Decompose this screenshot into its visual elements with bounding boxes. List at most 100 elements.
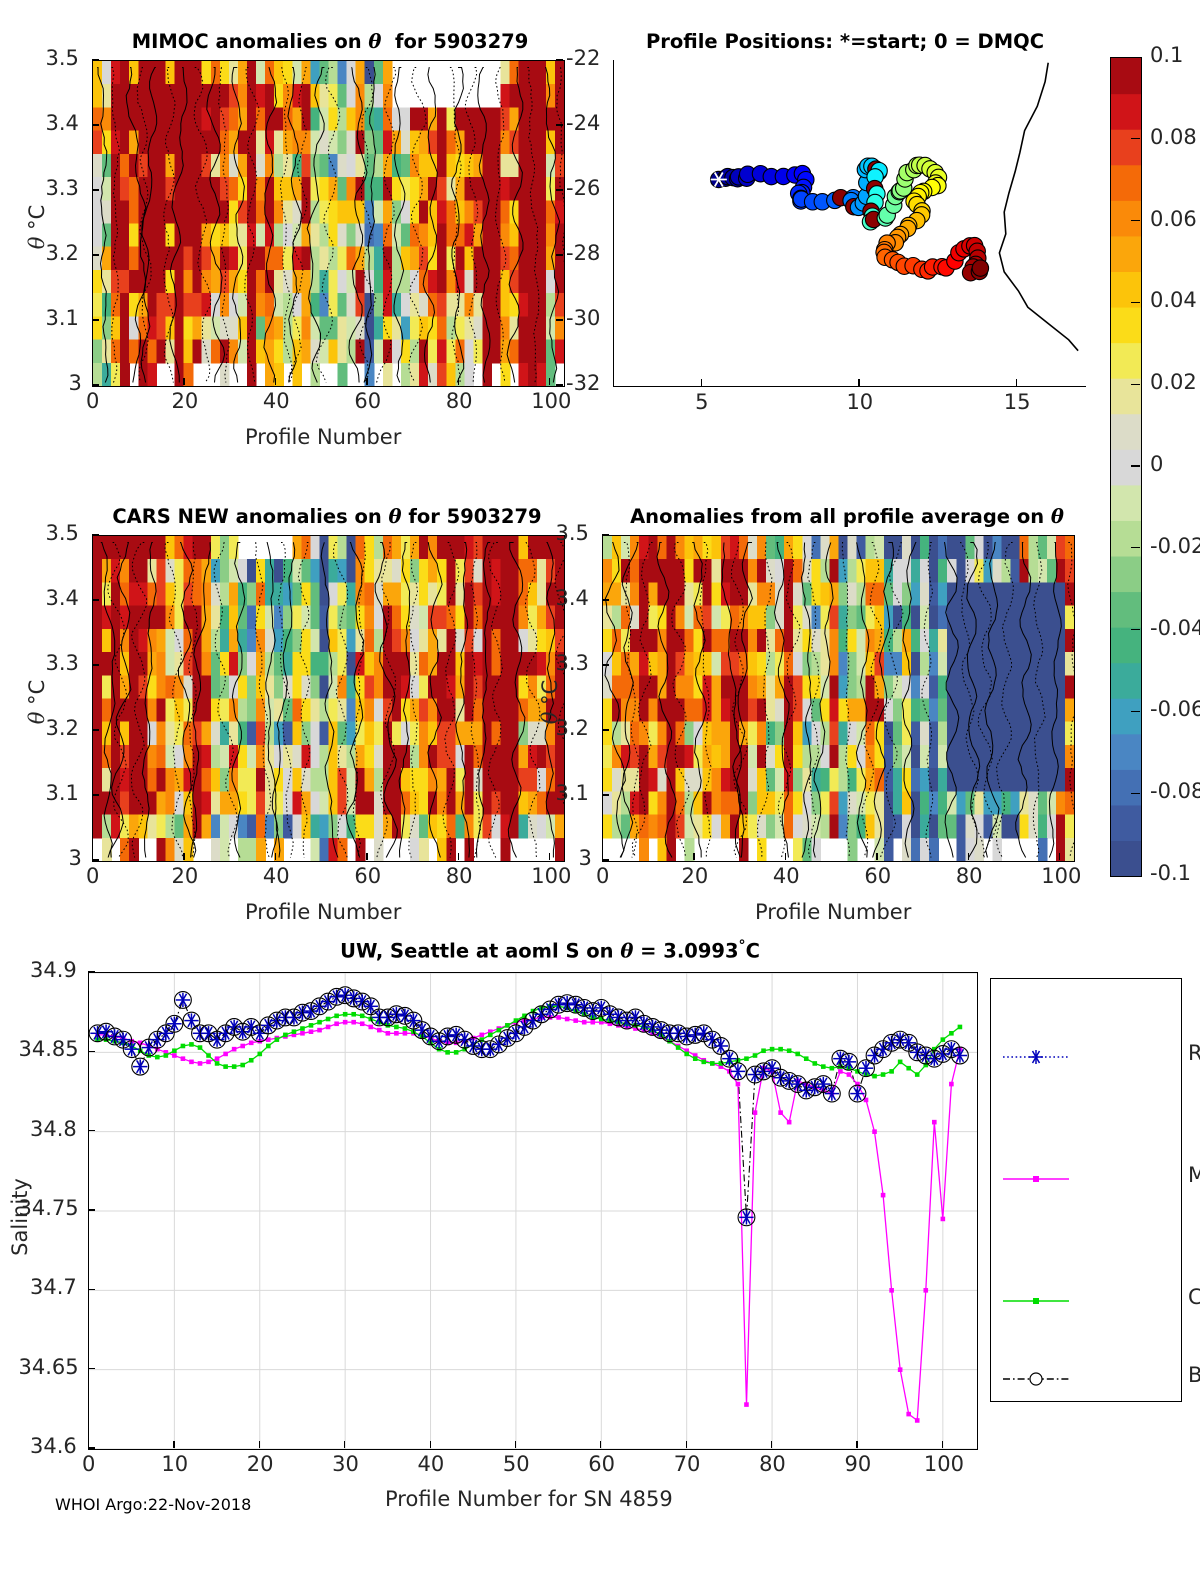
mimoc-x-axis-title: Profile Number <box>245 425 402 449</box>
map-x-tick-label: 5 <box>695 390 709 414</box>
salinity-legend <box>990 978 1182 1402</box>
y-tick <box>92 859 99 861</box>
x-tick-label: 20 <box>246 1452 274 1476</box>
colorbar-tick-label: 0 <box>1150 452 1164 476</box>
y-tick-label: 3.2 <box>555 716 589 740</box>
x-tick <box>771 1441 773 1448</box>
allprofile-anomaly-plot <box>602 535 1075 862</box>
x-tick <box>274 853 277 860</box>
y-tick-label: 3.5 <box>555 521 589 545</box>
y-tick <box>92 794 99 796</box>
x-tick <box>967 853 969 860</box>
x-tick-label: 80 <box>955 864 983 888</box>
y-tick-label: 3.2 <box>45 241 79 265</box>
y-tick <box>92 729 99 731</box>
x-tick-label: 40 <box>262 864 290 888</box>
x-tick-label: 40 <box>262 389 290 413</box>
colorbar-tick <box>1131 465 1140 467</box>
y-tick <box>88 1368 95 1370</box>
x-tick <box>685 1441 687 1448</box>
footer-credit: WHOI Argo:22-Nov-2018 <box>55 1495 252 1514</box>
colorbar-tick <box>1131 219 1140 222</box>
y-tick-label: 3 <box>68 371 82 395</box>
x-tick-label: 60 <box>588 1452 616 1476</box>
mimoc-panel-title: MIMOC anomalies on θ for 5903279 <box>131 30 529 53</box>
x-tick <box>173 1441 175 1448</box>
y-tick-label: 3 <box>68 846 82 870</box>
y-tick-label: 3.1 <box>45 781 79 805</box>
y-tick-label: 3.2 <box>45 716 79 740</box>
y-tick <box>92 534 99 536</box>
allprofile-panel-title: Anomalies from all profile average on θ <box>630 505 1064 528</box>
right-y-tick <box>556 254 563 256</box>
colorbar-tick <box>1131 710 1140 713</box>
colorbar-tick <box>1131 547 1140 549</box>
y-tick-label: 3 <box>578 846 592 870</box>
y-tick <box>88 1288 95 1290</box>
map-x-tick-label: 15 <box>1003 390 1031 414</box>
y-tick <box>602 599 609 601</box>
x-tick-label: 0 <box>86 864 100 888</box>
colorbar-tick-label: 0.02 <box>1150 370 1197 395</box>
x-tick <box>183 853 185 860</box>
x-tick-label: 60 <box>864 864 892 888</box>
legend-label-raw-float: Raw float <box>1188 1041 1200 1065</box>
y-tick <box>92 124 99 126</box>
x-tick <box>457 378 459 385</box>
y-tick <box>88 971 95 973</box>
x-tick <box>183 378 185 385</box>
x-tick-label: 40 <box>772 864 800 888</box>
salinity-timeseries-plot <box>88 972 978 1450</box>
right-y-tick <box>556 124 563 126</box>
x-tick-label: 0 <box>86 389 100 413</box>
x-tick <box>941 1441 944 1448</box>
x-tick <box>1059 853 1061 860</box>
colorbar-tick <box>1131 628 1140 631</box>
right-y-tick <box>556 319 563 321</box>
y-tick <box>88 1130 95 1132</box>
x-tick-label: 100 <box>1041 864 1082 888</box>
x-tick <box>457 853 459 860</box>
right-y-tick-label: -22 <box>566 46 601 70</box>
y-tick <box>92 319 99 321</box>
colorbar-tick-label: 0.06 <box>1150 206 1197 231</box>
allprofile-x-axis-title: Profile Number <box>755 900 912 924</box>
y-tick <box>92 189 99 191</box>
map-x-tick-label: 10 <box>846 390 874 414</box>
right-y-tick-label: -32 <box>566 371 601 395</box>
y-tick <box>602 729 609 731</box>
y-tick-label: 34.7 <box>30 1275 77 1300</box>
y-tick-label: 34.65 <box>18 1354 79 1379</box>
x-tick <box>92 853 94 860</box>
x-tick-label: 30 <box>332 1452 359 1476</box>
y-tick-label: 3.1 <box>555 781 589 805</box>
x-tick <box>876 853 878 860</box>
colorbar-tick-label: -0.08 <box>1150 779 1200 804</box>
map-panel-title: Profile Positions: *=start; 0 = DMQC <box>645 30 1045 53</box>
y-tick-label: 3.4 <box>45 111 79 135</box>
salinity-panel-title: UW, Seattle at aoml S on θ = 3.0993°°CC <box>340 938 760 963</box>
salinity-x-axis-title: Profile Number for SN 4859 <box>385 1487 673 1511</box>
right-y-tick-label: -24 <box>566 111 601 135</box>
colorbar-tick-label: -0.06 <box>1150 697 1200 722</box>
right-y-tick <box>556 384 563 386</box>
y-tick-label: 34.75 <box>18 1196 79 1220</box>
colorbar-tick-label: 0.1 <box>1150 43 1184 67</box>
map-x-tick <box>701 379 703 386</box>
y-tick <box>92 384 99 386</box>
x-tick <box>344 1441 346 1448</box>
right-y-tick-label: -28 <box>566 241 601 265</box>
y-tick-label: 3.4 <box>555 586 589 610</box>
y-tick <box>602 664 609 666</box>
y-tick-label: 3.5 <box>45 46 79 70</box>
mimoc-anomaly-plot <box>92 60 565 387</box>
x-tick-label: 50 <box>502 1452 530 1476</box>
x-tick-label: 60 <box>354 864 382 888</box>
x-tick <box>602 853 604 860</box>
map-x-tick <box>1015 379 1017 386</box>
x-tick <box>549 853 551 860</box>
y-tick <box>92 254 99 256</box>
y-tick-label: 34.6 <box>30 1434 77 1458</box>
x-tick-label: 80 <box>445 389 473 413</box>
y-tick <box>602 794 609 796</box>
